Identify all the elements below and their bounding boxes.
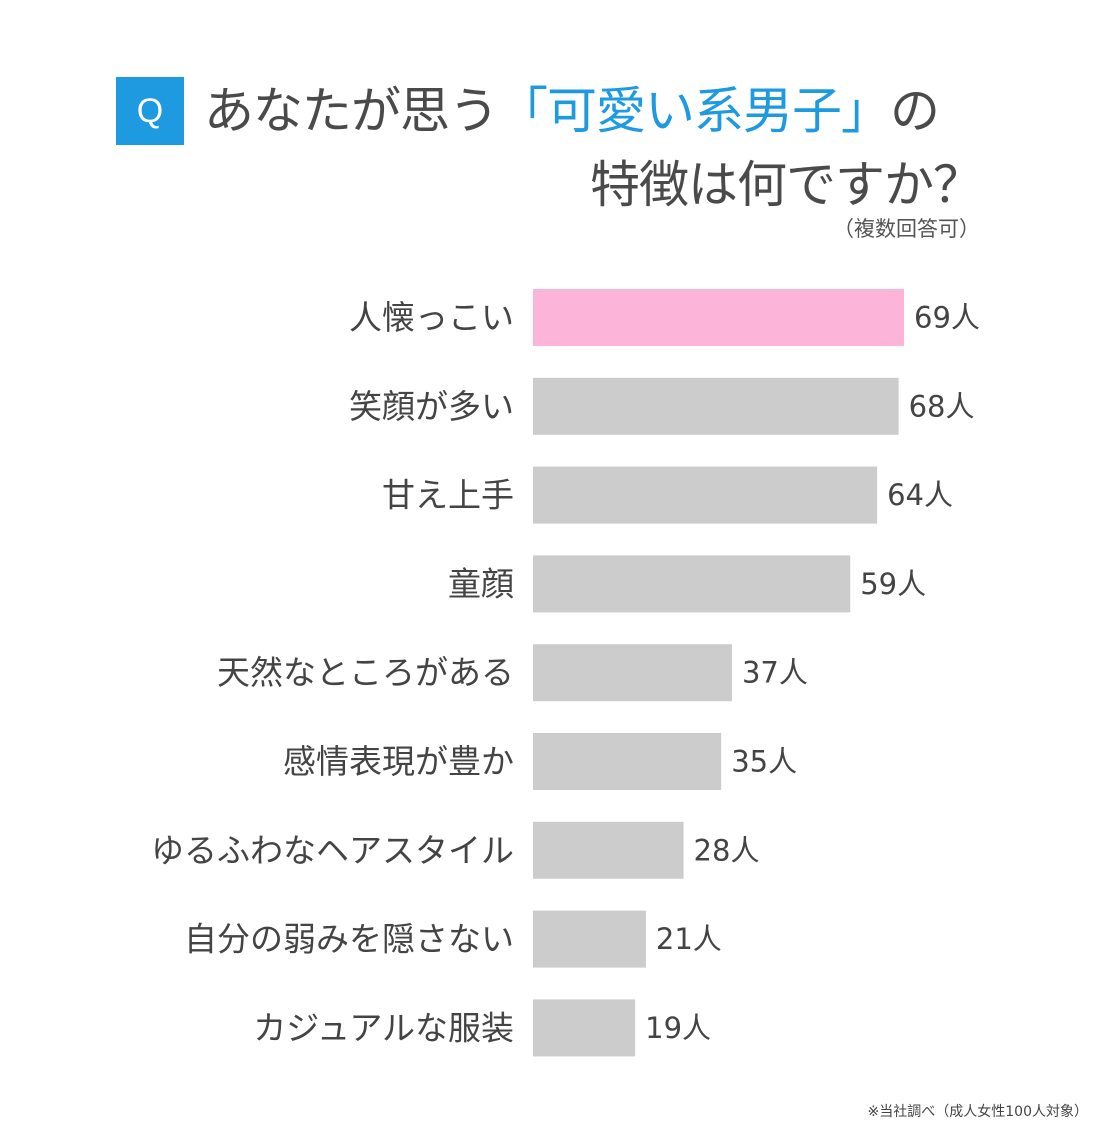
value-label: 37人 [742,656,808,690]
multiple-answer-note: （複数回答可） [833,217,980,241]
bar [533,466,878,524]
category-label: 人懐っこい [349,298,514,337]
value-label: 19人 [645,1011,711,1045]
category-label: 天然なところがある [217,653,514,692]
bar [533,821,684,879]
category-label: カジュアルな服装 [253,1008,514,1047]
category-label: 童顔 [448,564,514,603]
title-prefix: あなたが思う [204,82,499,140]
bar [533,910,646,968]
value-label: 64人 [887,478,953,512]
value-label: 35人 [731,745,797,779]
value-label: 69人 [914,301,980,335]
title-highlight: 「可愛い系男子」 [498,82,891,140]
category-label: 笑顔が多い [349,387,514,426]
question-title-line1: あなたが思う「可愛い系男子」の [204,76,940,146]
value-label: 59人 [860,567,926,601]
bar [533,555,851,613]
bar [533,289,904,346]
title-suffix: の [890,82,940,140]
category-label: 甘え上手 [382,476,514,515]
q-badge: Q [116,77,184,145]
bar [533,999,636,1057]
bar [533,644,732,702]
value-label: 21人 [656,922,722,956]
value-label: 68人 [909,389,975,423]
category-label: 感情表現が豊か [283,742,514,781]
category-label: ゆるふわなヘアスタイル [151,831,514,870]
survey-footnote: ※当社調べ（成人女性100人対象） [867,1104,1088,1120]
value-label: 28人 [694,833,760,867]
bar [533,733,722,790]
category-label: 自分の弱みを隠さない [184,920,514,959]
question-title-line2: 特徴は何ですか？ [590,156,983,214]
bar [533,377,899,435]
